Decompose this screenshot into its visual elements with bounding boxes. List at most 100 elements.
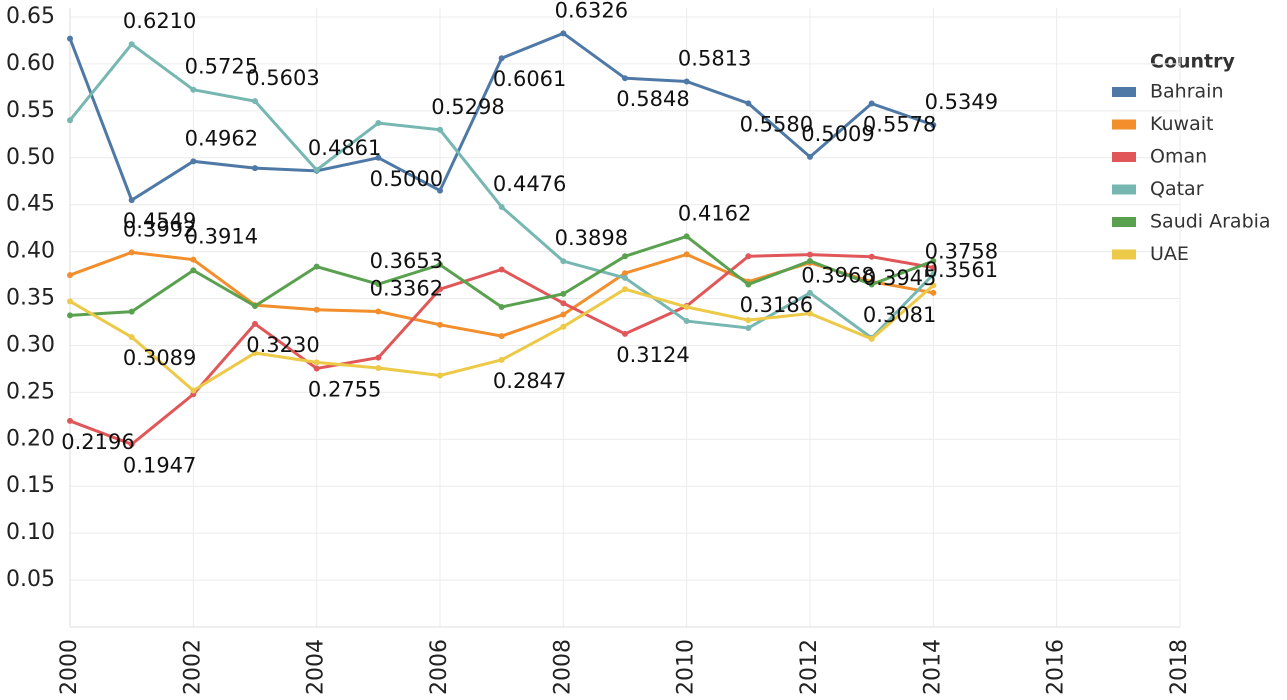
data-label: 0.4962 [185,126,258,150]
data-point [622,270,628,277]
data-point [498,55,505,62]
data-label: 0.2755 [308,377,381,401]
data-point [868,100,875,107]
data-point [313,365,320,372]
data-point [930,271,937,278]
data-label: 0.3945 [863,266,936,290]
data-point [375,308,382,315]
x-tick-label: 2014 [920,639,945,695]
data-point [375,364,382,371]
data-point [560,311,567,318]
data-point [745,253,752,260]
data-point [437,187,443,194]
data-label: 0.3124 [616,343,689,367]
data-label: 0.6210 [123,9,196,33]
data-point [437,261,443,268]
data-point [375,281,382,288]
data-point [560,300,567,307]
data-label: 0.3230 [246,333,319,357]
data-point [868,281,875,288]
data-label: 0.5000 [370,167,443,191]
y-tick-label: 0.30 [6,332,55,357]
y-tick-label: 0.15 [6,473,55,498]
data-point [437,321,443,328]
data-point [930,258,937,264]
data-point [190,267,197,274]
data-label: 0.5813 [678,46,751,70]
x-tick-label: 2000 [57,639,82,695]
data-point [67,312,73,319]
x-tick-label: 2004 [304,639,329,695]
data-point [375,120,382,127]
data-point [560,258,567,265]
data-point [67,117,73,124]
data-label: 0.2847 [493,369,566,393]
y-tick-label: 0.20 [6,426,55,451]
data-point [745,100,752,107]
data-point [252,320,258,327]
y-tick-label: 0.50 [6,145,55,170]
data-point [560,290,567,297]
data-point [375,154,382,161]
data-label: 0.5009 [801,122,874,146]
data-point [498,356,505,363]
data-point [807,153,813,160]
y-tick-label: 0.35 [6,286,55,311]
data-point [622,75,628,82]
x-tick-label: 2010 [674,639,699,695]
data-point [622,330,628,337]
data-label: 0.5349 [925,90,998,114]
data-point [128,334,135,341]
data-point [683,78,690,85]
data-point [252,303,258,310]
data-point [498,333,505,340]
data-point [437,286,443,293]
data-point [930,289,937,296]
data-label: 0.3653 [370,249,443,273]
data-label: 0.4549 [123,209,196,233]
data-point [190,86,197,93]
data-point [498,303,505,310]
data-point [930,264,937,271]
data-point [128,197,135,204]
legend-label: Bahrain [1150,81,1224,103]
y-tick-label: 0.10 [6,520,55,545]
data-point [560,30,567,37]
data-point [67,417,73,424]
data-point [67,272,73,279]
data-point [930,122,937,129]
x-tick-label: 2012 [797,639,822,695]
data-point [190,387,197,394]
data-point [252,349,258,356]
data-point [745,317,752,324]
data-point [930,282,937,289]
y-tick-label: 0.40 [6,239,55,264]
data-label: 0.5848 [616,87,689,111]
data-label: 0.3561 [925,258,998,282]
data-point [745,281,752,288]
data-label: 0.3081 [863,303,936,327]
data-point [128,41,135,48]
data-point [128,441,135,448]
data-label: 0.5725 [185,55,258,79]
data-point [745,325,752,332]
legend-label: Oman [1150,146,1207,168]
data-point [683,303,690,310]
y-tick-label: 0.65 [6,4,55,29]
data-point [622,286,628,293]
x-tick-label: 2002 [180,639,205,695]
data-point [375,354,382,361]
x-tick-label: 2016 [1044,639,1069,695]
data-point [807,289,813,296]
data-point [807,258,813,264]
data-point [807,251,813,258]
data-label: 0.3968 [801,264,874,288]
legend-title: Country [1150,51,1236,73]
data-point [622,253,628,260]
data-label: 0.5578 [863,113,936,137]
y-tick-label: 0.55 [6,98,55,123]
x-tick-label: 2008 [550,639,575,695]
data-label: 0.4162 [678,201,751,225]
data-point [128,249,135,256]
data-point [868,335,875,342]
